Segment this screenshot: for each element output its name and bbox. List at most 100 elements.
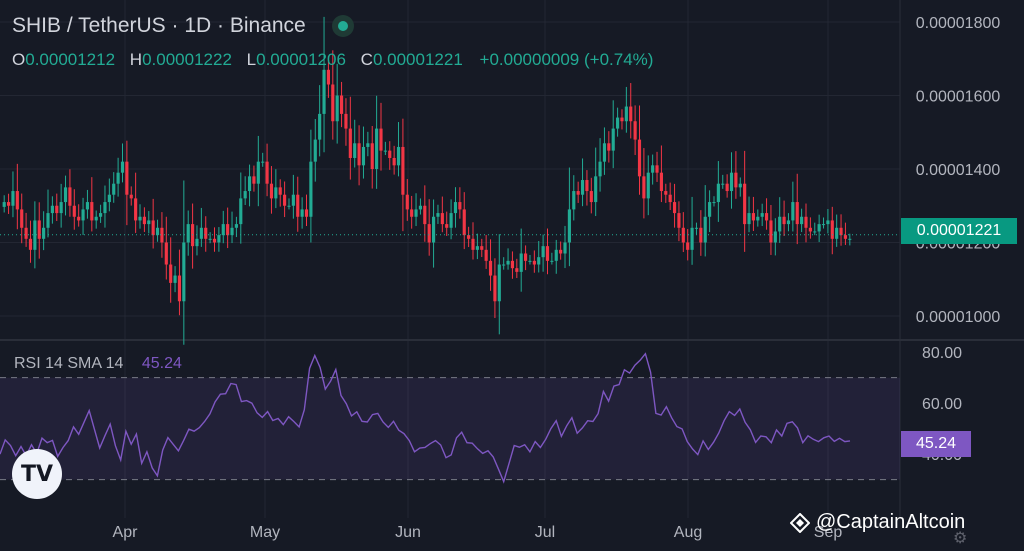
- candle-body: [335, 95, 339, 122]
- candle-body: [646, 172, 650, 199]
- candle-body: [99, 213, 103, 217]
- candle-body: [90, 202, 94, 221]
- candle-body: [344, 113, 348, 129]
- candle-body: [77, 216, 81, 221]
- candle-body: [734, 172, 738, 188]
- candle-body: [602, 143, 607, 162]
- candle-body: [703, 216, 707, 243]
- candle-body: [559, 249, 563, 254]
- candle-body: [431, 216, 436, 243]
- candle-body: [234, 224, 238, 228]
- candle-body: [480, 246, 484, 250]
- candle-body: [672, 202, 677, 214]
- candle-body: [138, 216, 142, 221]
- candle-body: [484, 249, 488, 261]
- candle-body: [410, 209, 414, 217]
- settings-gear-icon[interactable]: ⚙: [953, 530, 968, 547]
- candle-body: [388, 150, 392, 158]
- candle-body: [199, 227, 203, 239]
- rsi-legend[interactable]: RSI 14 SMA 14 45.24: [14, 355, 182, 373]
- candle-body: [142, 216, 146, 225]
- rsi-ma-length: 14: [105, 355, 124, 372]
- market-open-status-icon: [331, 15, 354, 37]
- candle-body: [357, 143, 361, 166]
- candle-body: [550, 260, 554, 262]
- candle-body: [94, 216, 98, 221]
- candle-body: [576, 191, 580, 195]
- candle-body: [637, 139, 642, 177]
- candle-body: [830, 220, 834, 239]
- candle-body: [795, 202, 799, 225]
- watermark-text: @CaptainAltcoin: [816, 511, 966, 533]
- candle-body: [642, 176, 646, 199]
- close-value: 0.00001221: [372, 50, 463, 69]
- candle-body: [475, 246, 479, 250]
- candle-body: [769, 220, 773, 243]
- candle-body: [68, 187, 72, 206]
- candle-body: [33, 220, 37, 250]
- candle-body: [195, 238, 199, 247]
- time-tick-label: Apr: [113, 524, 139, 541]
- symbol-title[interactable]: SHIB / TetherUS · 1D · Binance: [12, 14, 306, 37]
- candle-body: [375, 128, 379, 169]
- candle-body: [112, 183, 116, 195]
- candle-body: [791, 202, 795, 221]
- candle-body: [462, 209, 466, 236]
- candle-body: [681, 227, 685, 243]
- candle-body: [116, 172, 120, 184]
- candle-body: [738, 183, 742, 188]
- candle-body: [326, 69, 330, 85]
- tradingview-logo-icon[interactable]: TV: [12, 449, 62, 499]
- candle-body: [177, 275, 182, 302]
- candle-body: [72, 205, 76, 217]
- candle-body: [554, 249, 558, 261]
- price-tick-label: 0.00001800: [916, 15, 1001, 32]
- candle-body: [226, 224, 230, 236]
- candle-body: [20, 209, 24, 228]
- candle-body: [729, 172, 734, 192]
- candle-body: [151, 220, 155, 236]
- candle-body: [686, 242, 690, 250]
- time-tick-label: Sep: [814, 524, 843, 541]
- rsi-ma-type: SMA: [67, 355, 102, 372]
- rsi-name: RSI: [14, 355, 41, 372]
- candle-body: [725, 183, 729, 192]
- candle-body: [287, 205, 291, 207]
- candle-body: [103, 202, 107, 214]
- change-value: +0.00000009 (+0.74%): [479, 50, 654, 69]
- candle-body: [252, 176, 256, 184]
- candle-body: [524, 253, 528, 261]
- watermark: @CaptainAltcoin: [790, 511, 965, 534]
- candle-body: [155, 227, 160, 236]
- candle-body: [677, 213, 681, 228]
- candle-body: [55, 205, 59, 214]
- candle-body: [265, 161, 269, 184]
- close-label: C: [360, 50, 373, 69]
- candle-body: [528, 260, 532, 262]
- candle-body: [239, 198, 243, 225]
- candle-body: [786, 220, 791, 225]
- candle-body: [497, 264, 501, 302]
- candle-body: [304, 209, 309, 217]
- candle-body: [467, 235, 471, 239]
- candle-body: [85, 202, 90, 210]
- candle-body: [269, 183, 274, 199]
- candle-body: [620, 117, 624, 122]
- candle-body: [208, 238, 212, 240]
- candle-body: [261, 161, 265, 163]
- candle-body: [418, 205, 423, 210]
- rsi-value-label: 45.24: [901, 431, 971, 457]
- candle-body: [800, 216, 804, 225]
- candle-body: [28, 238, 33, 250]
- candle-body: [449, 213, 453, 228]
- candle-body: [839, 227, 843, 236]
- candle-body: [186, 224, 190, 243]
- rsi-tick-label: 80.00: [922, 345, 962, 362]
- candle-body: [217, 235, 221, 243]
- candle-body: [690, 227, 694, 250]
- ohlc-legend: O0.00001212 H0.00001222 L0.00001206 C0.0…: [12, 50, 653, 70]
- candle-body: [283, 194, 287, 206]
- candle-body: [173, 275, 177, 283]
- rsi-line: [0, 352, 851, 484]
